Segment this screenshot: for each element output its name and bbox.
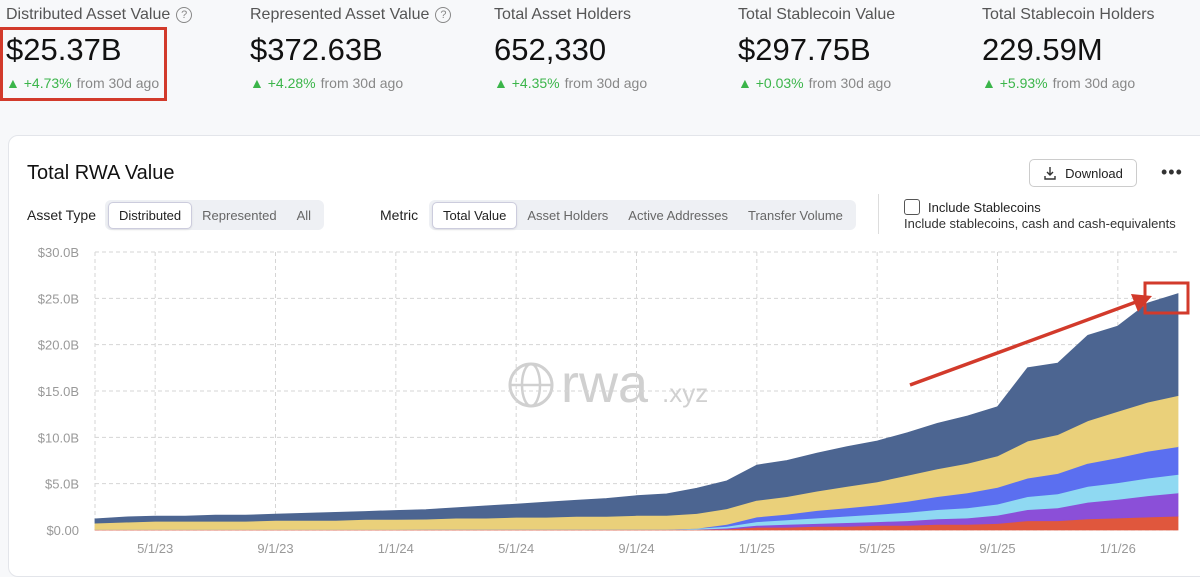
- stat-change-row: ▲ +4.35% from 30d ago: [494, 75, 647, 91]
- stat-change: ▲ +4.28%: [250, 75, 316, 91]
- x-tick-label: 1/1/26: [1100, 541, 1136, 556]
- up-arrow: ▲: [738, 75, 756, 91]
- help-icon[interactable]: ?: [176, 7, 193, 23]
- stat-change-suffix: from 30d ago: [808, 75, 892, 91]
- stat-card: Distributed Asset Value? $25.37B ▲ +4.73% f…: [6, 0, 250, 110]
- annotation-arrowhead: [1131, 294, 1152, 312]
- stat-title: Distributed Asset Value?: [6, 6, 193, 24]
- stat-value: $25.37B: [6, 32, 122, 67]
- stat-title-text: Total Stablecoin Holders: [982, 6, 1155, 23]
- x-tick-label: 5/1/25: [859, 541, 895, 556]
- watermark-text: rwa: [561, 354, 649, 414]
- x-tick-label: 1/1/24: [378, 541, 414, 556]
- up-arrow: ▲: [250, 75, 268, 91]
- stablecoin-description: Include stablecoins, cash and cash-equiv…: [904, 216, 1176, 231]
- stat-change-value: +5.93%: [999, 75, 1048, 91]
- annotation: [909, 281, 1190, 387]
- stat-change-row: ▲ +4.28% from 30d ago: [250, 75, 403, 91]
- metric-label: Metric: [380, 207, 419, 223]
- stat-change: ▲ +4.73%: [6, 75, 72, 91]
- y-tick-label: $10.0B: [38, 430, 79, 445]
- more-button[interactable]: •••: [1161, 162, 1183, 182]
- tab[interactable]: Transfer Volume: [748, 207, 843, 223]
- stat-change-suffix: from 30d ago: [564, 75, 648, 91]
- download-label: Download: [1065, 165, 1123, 181]
- y-tick-label: $15.0B: [38, 384, 79, 399]
- stablecoin-checkbox[interactable]: [904, 199, 920, 215]
- stat-change-suffix: from 30d ago: [320, 75, 404, 91]
- stat-title-text: Total Stablecoin Value: [738, 6, 896, 23]
- stat-title: Total Stablecoin Holders: [982, 6, 1155, 24]
- x-tick-label: 5/1/23: [137, 541, 173, 556]
- x-tick-label: 9/1/24: [618, 541, 654, 556]
- y-tick-label: $5.0B: [45, 477, 79, 492]
- x-tick-label: 5/1/24: [498, 541, 534, 556]
- stat-title: Total Asset Holders: [494, 6, 631, 24]
- stat-card: Total Stablecoin Holders 229.59M ▲ +5.93% f…: [982, 0, 1200, 110]
- highlight-box: [0, 27, 167, 101]
- divider: [878, 194, 879, 234]
- stat-value: 229.59M: [982, 32, 1103, 67]
- stat-change: ▲ +4.35%: [494, 75, 560, 91]
- stat-value: $372.63B: [250, 32, 383, 67]
- x-tick-label: 9/1/23: [257, 541, 293, 556]
- download-icon: [1044, 167, 1056, 180]
- tab[interactable]: Total Value: [432, 201, 518, 229]
- stat-change-row: ▲ +4.73% from 30d ago: [6, 75, 159, 91]
- watermark-suffix: .xyz: [662, 378, 708, 408]
- stat-title: Represented Asset Value?: [250, 6, 452, 24]
- stat-change-suffix: from 30d ago: [1052, 75, 1136, 91]
- tab[interactable]: Represented: [202, 207, 277, 223]
- asset-type-tabs: Distributed Represented All: [105, 200, 325, 230]
- area: [94, 293, 1179, 524]
- stat-title-text: Distributed Asset Value: [6, 6, 171, 23]
- stat-change-row: ▲ +5.93% from 30d ago: [982, 75, 1135, 91]
- annotation-arrow: [909, 300, 1137, 387]
- stat-card: Total Stablecoin Value $297.75B ▲ +0.03% fr…: [738, 0, 982, 110]
- stat-value: $297.75B: [738, 32, 871, 67]
- tab[interactable]: Distributed: [108, 201, 193, 229]
- stat-change-value: +4.73%: [23, 75, 72, 91]
- up-arrow: ▲: [494, 75, 512, 91]
- x-tick-label: 9/1/25: [979, 541, 1015, 556]
- y-tick-label: $25.0B: [38, 291, 79, 306]
- tab[interactable]: All: [296, 207, 312, 223]
- stat-change-value: +4.35%: [511, 75, 560, 91]
- help-icon[interactable]: ?: [435, 7, 452, 23]
- stat-change-value: +4.28%: [267, 75, 316, 91]
- stablecoin-label: Include Stablecoins: [928, 200, 1041, 215]
- y-tick-label: $20.0B: [38, 338, 79, 353]
- tab[interactable]: Asset Holders: [527, 207, 609, 223]
- y-tick-label: $30.0B: [38, 245, 79, 260]
- metric-tabs: Total Value Asset Holders Active Addresses…: [429, 200, 856, 230]
- stat-title: Total Stablecoin Value: [738, 6, 895, 24]
- up-arrow: ▲: [6, 75, 24, 91]
- stat-title-text: Total Asset Holders: [494, 6, 631, 23]
- download-button[interactable]: Download: [1029, 159, 1137, 187]
- stat-change: ▲ +0.03%: [738, 75, 804, 91]
- y-tick-label: $0.00: [46, 523, 79, 538]
- tab[interactable]: Active Addresses: [628, 207, 728, 223]
- x-tick-label: 1/1/25: [739, 541, 775, 556]
- asset-type-label: Asset Type: [27, 207, 97, 223]
- stat-change-suffix: from 30d ago: [76, 75, 160, 91]
- chart: rwa .xyz $0.00 $5.0B $10.0B $15.0B $20.0B $25…: [38, 245, 1190, 556]
- stat-title-text: Represented Asset Value: [250, 6, 430, 23]
- stat-change: ▲ +5.93%: [982, 75, 1048, 91]
- stat-value: 652,330: [494, 32, 607, 67]
- stat-card: Total Asset Holders 652,330 ▲ +4.35% from 3…: [494, 0, 738, 110]
- stat-change-value: +0.03%: [755, 75, 804, 91]
- stat-card: Represented Asset Value? $372.63B ▲ +4.28%…: [250, 0, 494, 110]
- up-arrow: ▲: [982, 75, 1000, 91]
- stat-change-row: ▲ +0.03% from 30d ago: [738, 75, 891, 91]
- annotation-box: [1143, 281, 1190, 315]
- watermark: rwa .xyz: [508, 354, 708, 414]
- panel-title: Total RWA Value: [27, 162, 175, 184]
